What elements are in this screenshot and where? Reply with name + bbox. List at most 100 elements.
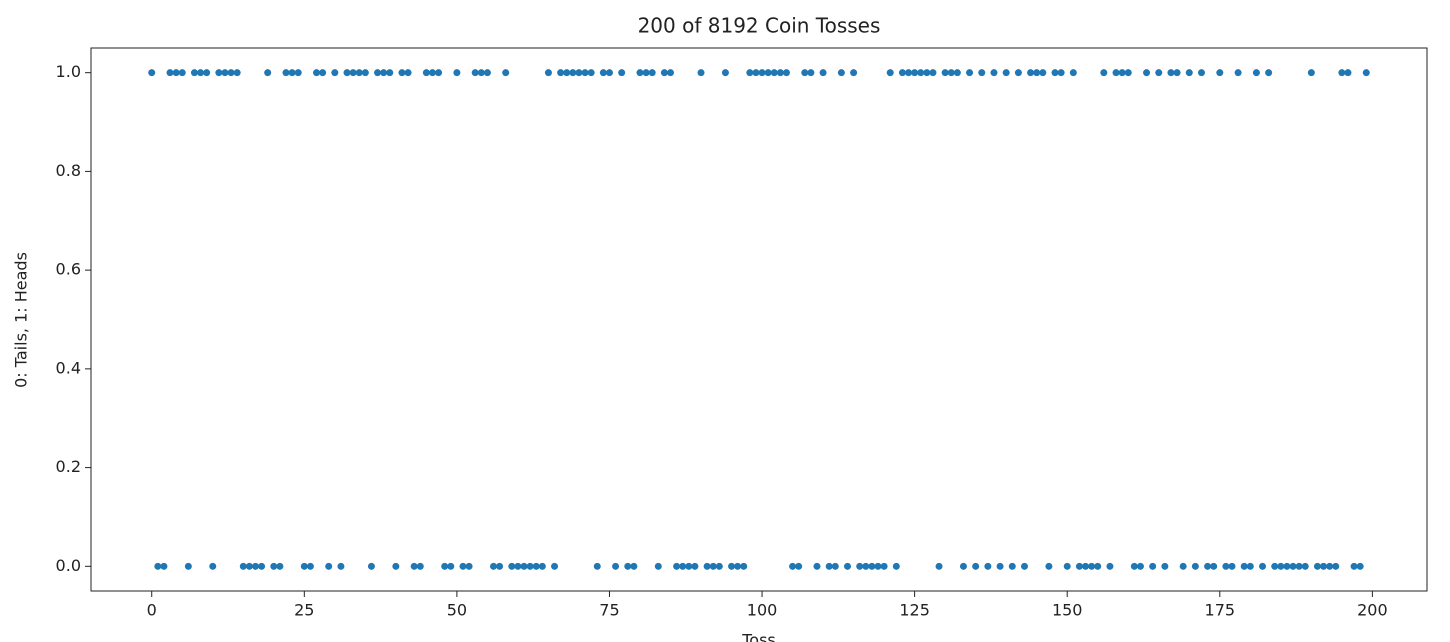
point [1033,69,1041,77]
point [270,562,278,570]
point [276,562,284,570]
point [1155,69,1163,77]
point [160,562,168,570]
point [941,69,949,77]
point [923,69,931,77]
point [843,562,851,570]
point [587,69,595,77]
point [1130,562,1138,570]
point [227,69,235,77]
point [532,562,540,570]
point [1246,562,1254,570]
point [1149,562,1157,570]
point [874,562,882,570]
point [477,69,485,77]
point [313,69,321,77]
point [1283,562,1291,570]
point [453,69,461,77]
point [1350,562,1358,570]
point [581,69,589,77]
point [502,69,510,77]
point [203,69,211,77]
point [1161,562,1169,570]
point [935,562,943,570]
point [1240,562,1248,570]
point [911,69,919,77]
point [471,69,479,77]
x-axis-label: Toss [741,631,776,642]
x-tick-label: 75 [599,601,619,620]
point [1301,562,1309,570]
x-tick-label: 0 [147,601,157,620]
point [1362,69,1370,77]
point [856,562,864,570]
point [746,69,754,77]
point [697,69,705,77]
point [209,562,217,570]
point [654,562,662,570]
point [319,69,327,77]
point [1204,562,1212,570]
point [239,562,247,570]
point [770,69,778,77]
x-tick-label: 25 [294,601,314,620]
point [416,562,424,570]
point [679,562,687,570]
point [1118,69,1126,77]
point [1063,562,1071,570]
y-tick-label: 0.4 [56,358,81,377]
point [1228,562,1236,570]
point [831,562,839,570]
point [575,69,583,77]
point [1222,562,1230,570]
point [496,562,504,570]
point [1106,562,1114,570]
y-tick-label: 0.6 [56,260,81,279]
point [1136,562,1144,570]
point [1124,69,1132,77]
point [410,562,418,570]
point [1027,69,1035,77]
point [1295,562,1303,570]
point [447,562,455,570]
point [282,69,290,77]
point [929,69,937,77]
point [428,69,436,77]
point [1051,69,1059,77]
point [190,69,198,77]
point [398,69,406,77]
point [880,562,888,570]
point [184,562,192,570]
point [1320,562,1328,570]
point [404,69,412,77]
point [905,69,913,77]
x-tick-label: 200 [1357,601,1388,620]
point [361,69,369,77]
point [667,69,675,77]
point [782,69,790,77]
point [648,69,656,77]
point [483,69,491,77]
point [441,562,449,570]
point [258,562,266,570]
point [1197,69,1205,77]
point [624,562,632,570]
point [825,562,833,570]
point [245,562,253,570]
point [886,69,894,77]
point [593,562,601,570]
point [758,69,766,77]
point [612,562,620,570]
point [734,562,742,570]
point [355,69,363,77]
point [984,562,992,570]
point [630,562,638,570]
point [337,562,345,570]
point [1313,562,1321,570]
point [520,562,528,570]
y-tick-label: 1.0 [56,62,81,81]
point [1210,562,1218,570]
point [752,69,760,77]
chart-title: 200 of 8192 Coin Tosses [638,14,881,38]
point [1002,69,1010,77]
